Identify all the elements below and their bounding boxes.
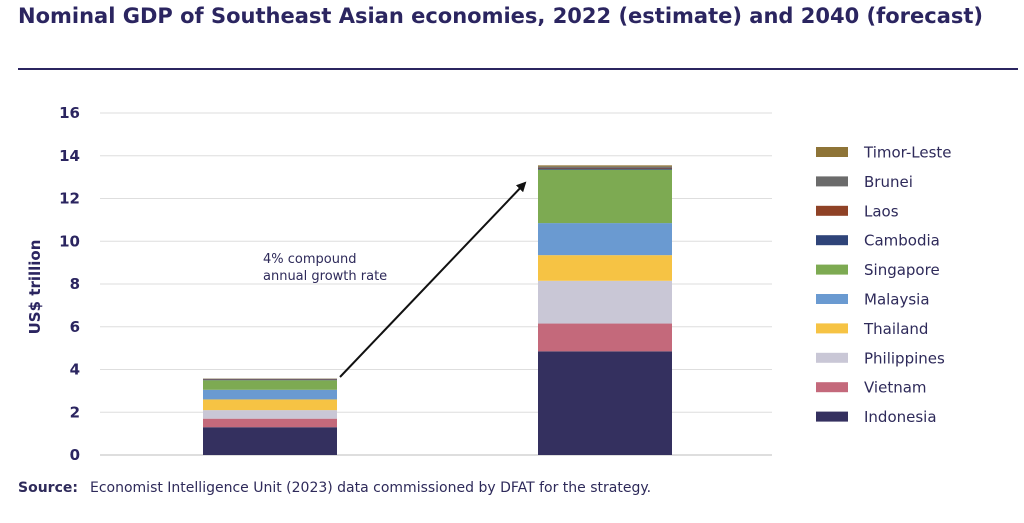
legend-swatch bbox=[816, 411, 848, 422]
bar-segment-brunei-1 bbox=[538, 166, 672, 168]
legend-swatch bbox=[816, 176, 848, 187]
y-tick-label: 12 bbox=[59, 190, 80, 208]
growth-arrow bbox=[339, 181, 527, 378]
y-tick-label: 2 bbox=[70, 403, 80, 421]
growth-annotation-line-2: annual growth rate bbox=[263, 269, 387, 284]
bar-segment-laos-1 bbox=[538, 167, 672, 169]
y-tick-label: 6 bbox=[70, 318, 80, 336]
bar-segment-cambodia-0 bbox=[203, 379, 337, 381]
legend-swatch bbox=[816, 352, 848, 363]
legend-swatch bbox=[816, 205, 848, 216]
legend-swatch bbox=[816, 147, 848, 157]
legend-label: Brunei bbox=[864, 173, 913, 191]
legend-swatch bbox=[816, 323, 848, 334]
bar-segment-philippines-1 bbox=[538, 280, 672, 324]
bar-segment-indonesia-0 bbox=[203, 427, 337, 455]
legend-swatch bbox=[816, 382, 848, 393]
bar-segment-vietnam-0 bbox=[203, 418, 337, 428]
y-axis-label: US$ trillion bbox=[26, 240, 44, 335]
y-tick-label: 8 bbox=[70, 275, 80, 293]
legend-label: Thailand bbox=[863, 320, 928, 338]
source-text: Economist Intelligence Unit (2023) data … bbox=[90, 480, 652, 496]
legend: Timor-Leste Brunei Laos Cambodia Singapore Ma… bbox=[816, 144, 952, 426]
bar-segment-malaysia-0 bbox=[203, 389, 337, 400]
bar-segment-singapore-0 bbox=[203, 380, 337, 390]
y-tick-label: 14 bbox=[59, 147, 80, 165]
legend-label: Vietnam bbox=[864, 379, 927, 397]
legend-swatch bbox=[816, 235, 848, 246]
legend-label: Singapore bbox=[864, 261, 940, 279]
bar-segment-timor-leste-1 bbox=[538, 165, 672, 167]
legend-label: Timor-Leste bbox=[863, 144, 952, 162]
y-tick-label: 4 bbox=[70, 361, 80, 379]
title-divider bbox=[18, 68, 1018, 70]
y-tick-label: 16 bbox=[59, 104, 80, 122]
growth-annotation-line-1: 4% compound bbox=[263, 252, 356, 267]
bar-segment-malaysia-1 bbox=[538, 223, 672, 256]
bar-segment-thailand-0 bbox=[203, 399, 337, 411]
bar-segment-indonesia-1 bbox=[538, 351, 672, 455]
y-tick-label: 10 bbox=[59, 232, 80, 250]
bar-segment-philippines-0 bbox=[203, 410, 337, 419]
legend-label: Malaysia bbox=[864, 291, 930, 309]
source-note: Source: Economist Intelligence Unit (2023… bbox=[18, 480, 651, 496]
legend-label: Indonesia bbox=[864, 408, 937, 426]
legend-label: Cambodia bbox=[864, 232, 940, 250]
legend-label: Laos bbox=[864, 202, 899, 220]
bar-segment-vietnam-1 bbox=[538, 323, 672, 352]
bar-stacks bbox=[203, 165, 672, 455]
source-label: Source: bbox=[18, 480, 78, 496]
legend-swatch bbox=[816, 264, 848, 275]
chart-title: Nominal GDP of Southeast Asian economies… bbox=[18, 4, 984, 28]
bar-segment-thailand-1 bbox=[538, 255, 672, 281]
bar-segment-cambodia-1 bbox=[538, 168, 672, 170]
legend-swatch bbox=[816, 294, 848, 304]
gdp-stacked-bar-chart: 0 2 4 6 8 10 12 14 16 US$ trillion 4% compound a… bbox=[26, 104, 952, 464]
y-tick-label: 0 bbox=[70, 446, 80, 464]
y-axis-ticks: 0 2 4 6 8 10 12 14 16 bbox=[59, 104, 80, 464]
legend-label: Philippines bbox=[864, 349, 945, 367]
bar-segment-singapore-1 bbox=[538, 169, 672, 224]
